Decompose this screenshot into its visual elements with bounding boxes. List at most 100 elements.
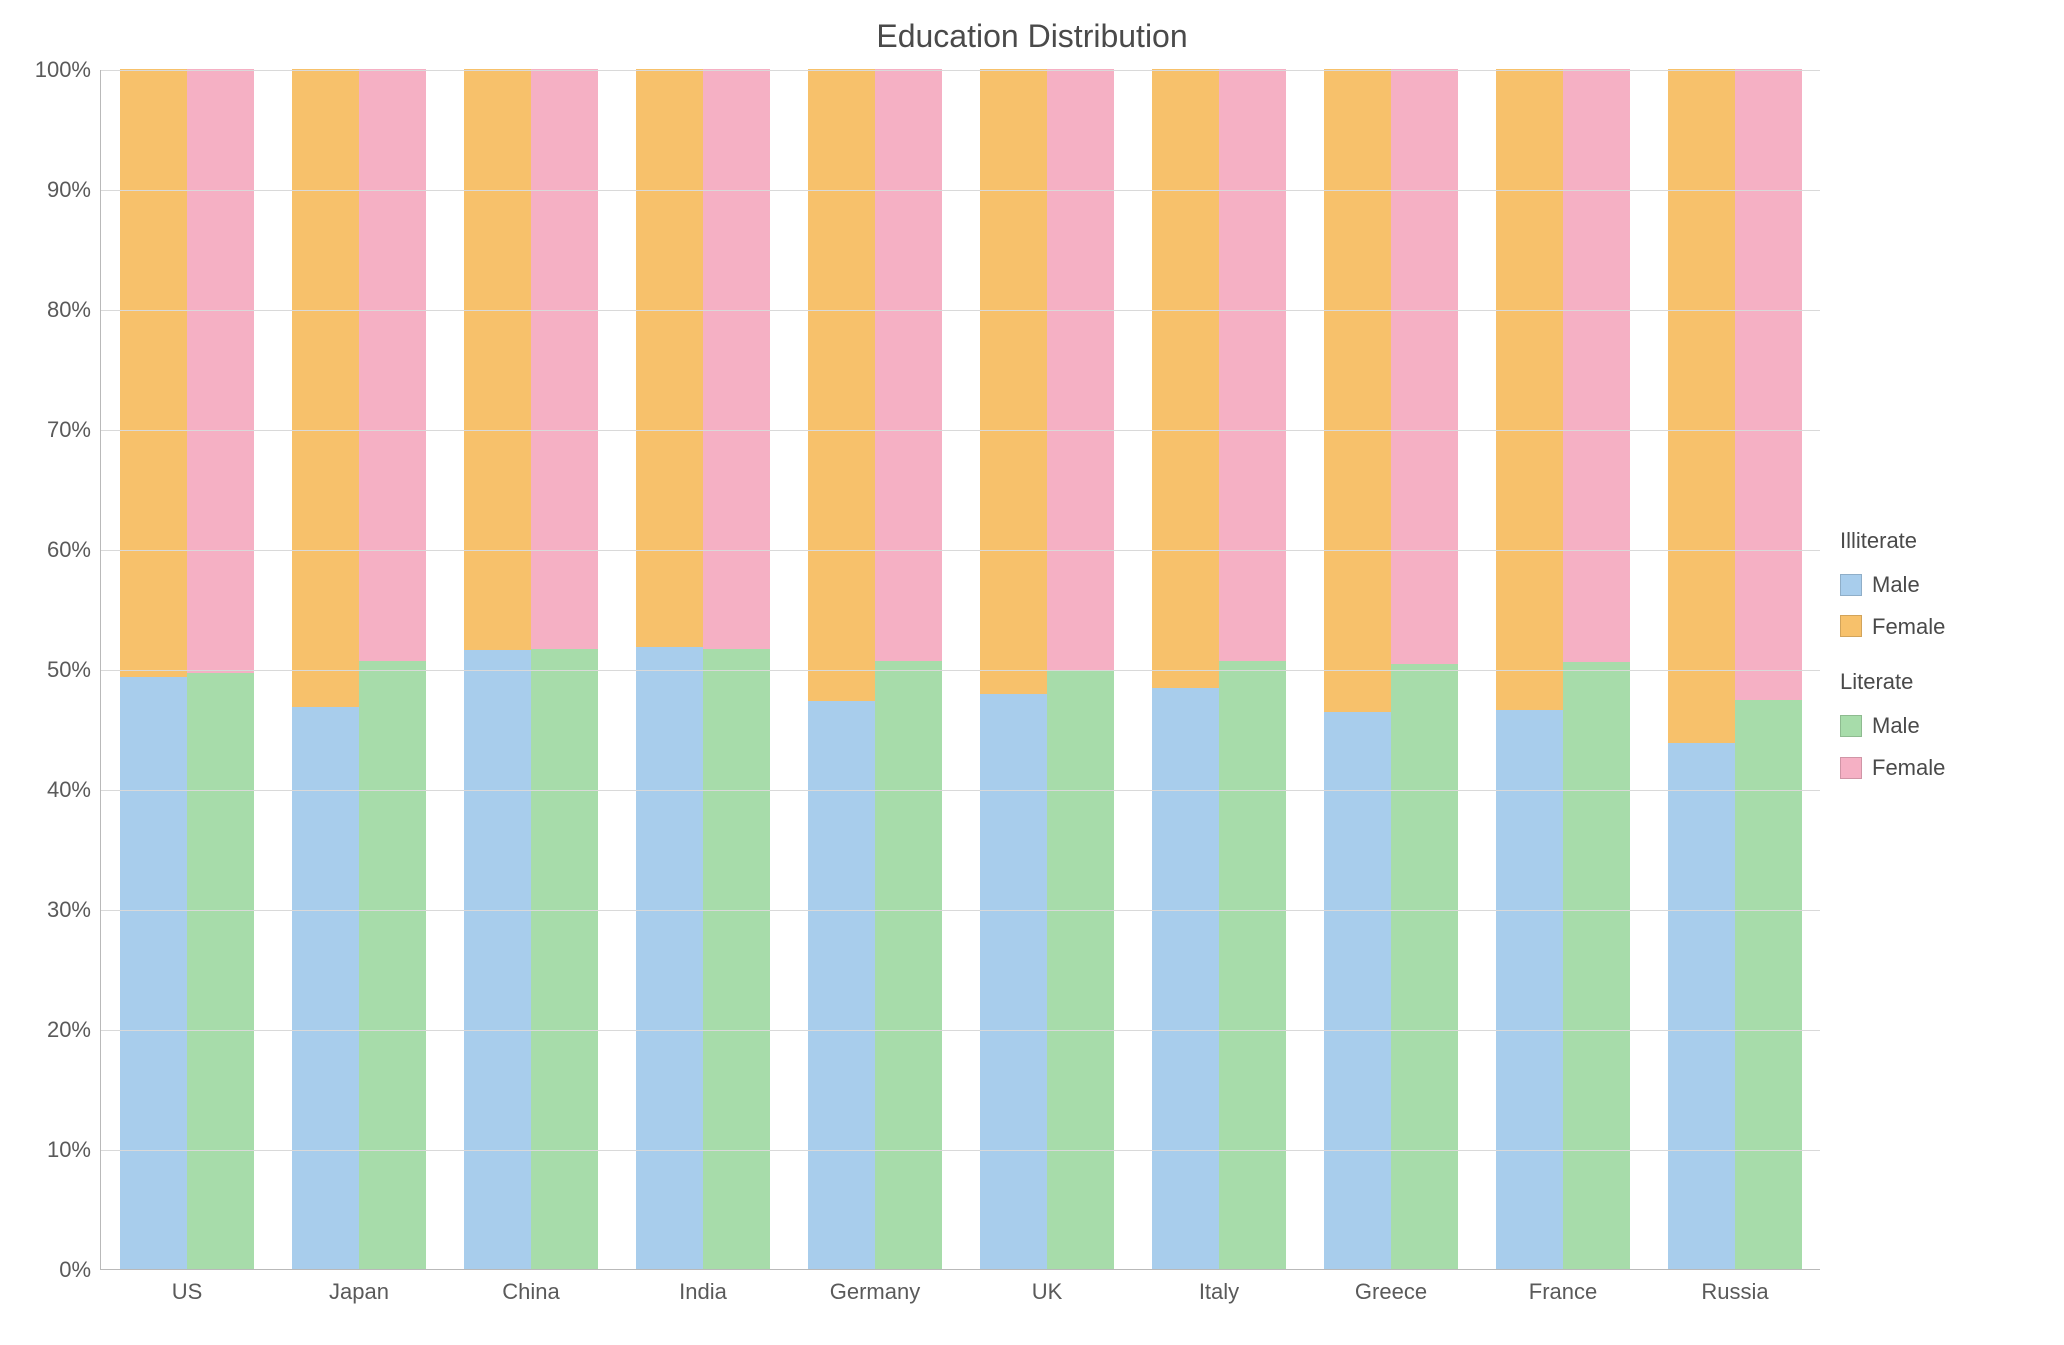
bar-literate[interactable] xyxy=(359,69,426,1269)
segment-illiterate-female xyxy=(980,69,1047,694)
legend-entry: Male xyxy=(1840,564,1945,606)
segment-literate-female xyxy=(531,69,598,649)
segment-illiterate-male xyxy=(292,707,359,1269)
bar-illiterate[interactable] xyxy=(1668,69,1735,1269)
bar-illiterate[interactable] xyxy=(1496,69,1563,1269)
segment-illiterate-male xyxy=(636,647,703,1269)
legend-entry: Male xyxy=(1840,705,1945,747)
segment-illiterate-female xyxy=(1152,69,1219,688)
gridline xyxy=(101,430,1820,431)
x-tick-label: Greece xyxy=(1355,1269,1427,1305)
legend-label: Female xyxy=(1872,747,1945,789)
x-tick-label: Japan xyxy=(329,1269,389,1305)
legend-label: Male xyxy=(1872,705,1920,747)
segment-literate-female xyxy=(875,69,942,661)
segment-illiterate-female xyxy=(808,69,875,701)
bar-illiterate[interactable] xyxy=(1324,69,1391,1269)
bar-illiterate[interactable] xyxy=(808,69,875,1269)
bar-literate[interactable] xyxy=(875,69,942,1269)
segment-literate-female xyxy=(1219,69,1286,661)
gridline xyxy=(101,1030,1820,1031)
bar-illiterate[interactable] xyxy=(464,69,531,1269)
segment-literate-female xyxy=(1391,69,1458,664)
gridline xyxy=(101,550,1820,551)
segment-illiterate-female xyxy=(292,69,359,707)
y-tick-label: 10% xyxy=(47,1137,101,1163)
bar-literate[interactable] xyxy=(703,69,770,1269)
legend-entry: Female xyxy=(1840,606,1945,648)
y-tick-label: 30% xyxy=(47,897,101,923)
legend-swatch xyxy=(1840,615,1862,637)
y-tick-label: 0% xyxy=(59,1257,101,1283)
bar-illiterate[interactable] xyxy=(292,69,359,1269)
plot-area: 0%10%20%30%40%50%60%70%80%90%100%USJapan… xyxy=(100,70,1820,1270)
segment-literate-male xyxy=(531,649,598,1269)
legend-swatch xyxy=(1840,757,1862,779)
segment-illiterate-male xyxy=(1496,710,1563,1269)
x-tick-label: UK xyxy=(1032,1269,1063,1305)
bar-literate[interactable] xyxy=(1047,69,1114,1269)
gridline xyxy=(101,790,1820,791)
segment-illiterate-male xyxy=(464,650,531,1269)
gridline xyxy=(101,670,1820,671)
segment-literate-female xyxy=(1735,69,1802,700)
bar-illiterate[interactable] xyxy=(636,69,703,1269)
x-tick-label: Italy xyxy=(1199,1269,1239,1305)
gridline xyxy=(101,1150,1820,1151)
legend-group-title: Literate xyxy=(1840,661,1945,703)
segment-illiterate-male xyxy=(120,677,187,1269)
segment-illiterate-female xyxy=(636,69,703,647)
bar-literate[interactable] xyxy=(1219,69,1286,1269)
segment-literate-male xyxy=(1735,700,1802,1269)
bar-literate[interactable] xyxy=(1391,69,1458,1269)
segment-literate-male xyxy=(1391,664,1458,1269)
segment-illiterate-male xyxy=(1324,712,1391,1269)
gridline xyxy=(101,70,1820,71)
legend-group-title: Illiterate xyxy=(1840,520,1945,562)
segment-literate-female xyxy=(187,69,254,673)
chart-container: Education Distribution 0%10%20%30%40%50%… xyxy=(0,0,2064,1345)
bar-illiterate[interactable] xyxy=(120,69,187,1269)
bar-literate[interactable] xyxy=(531,69,598,1269)
segment-literate-female xyxy=(1563,69,1630,662)
segment-illiterate-female xyxy=(464,69,531,650)
bar-literate[interactable] xyxy=(1735,69,1802,1269)
legend-gap xyxy=(1840,647,1945,661)
segment-literate-female xyxy=(1047,69,1114,670)
segment-literate-male xyxy=(359,661,426,1269)
segment-illiterate-female xyxy=(1496,69,1563,710)
segment-literate-female xyxy=(703,69,770,649)
bar-literate[interactable] xyxy=(187,69,254,1269)
segment-literate-male xyxy=(1219,661,1286,1269)
bar-illiterate[interactable] xyxy=(1152,69,1219,1269)
bar-illiterate[interactable] xyxy=(980,69,1047,1269)
x-tick-label: France xyxy=(1529,1269,1597,1305)
x-tick-label: Germany xyxy=(830,1269,920,1305)
gridline xyxy=(101,310,1820,311)
y-tick-label: 20% xyxy=(47,1017,101,1043)
chart-title: Education Distribution xyxy=(0,18,2064,55)
y-tick-label: 100% xyxy=(35,57,101,83)
x-tick-label: US xyxy=(172,1269,203,1305)
gridline xyxy=(101,910,1820,911)
legend-swatch xyxy=(1840,715,1862,737)
segment-illiterate-male xyxy=(808,701,875,1269)
segment-illiterate-female xyxy=(1668,69,1735,743)
legend-swatch xyxy=(1840,574,1862,596)
y-tick-label: 70% xyxy=(47,417,101,443)
y-tick-label: 90% xyxy=(47,177,101,203)
legend-label: Male xyxy=(1872,564,1920,606)
bar-literate[interactable] xyxy=(1563,69,1630,1269)
legend: IlliterateMaleFemaleLiterateMaleFemale xyxy=(1840,520,1945,789)
segment-literate-male xyxy=(1563,662,1630,1269)
gridline xyxy=(101,190,1820,191)
segment-literate-male xyxy=(875,661,942,1269)
legend-entry: Female xyxy=(1840,747,1945,789)
x-tick-label: India xyxy=(679,1269,727,1305)
segment-illiterate-male xyxy=(980,694,1047,1269)
y-tick-label: 60% xyxy=(47,537,101,563)
x-tick-label: Russia xyxy=(1701,1269,1768,1305)
y-tick-label: 50% xyxy=(47,657,101,683)
legend-label: Female xyxy=(1872,606,1945,648)
segment-literate-female xyxy=(359,69,426,661)
